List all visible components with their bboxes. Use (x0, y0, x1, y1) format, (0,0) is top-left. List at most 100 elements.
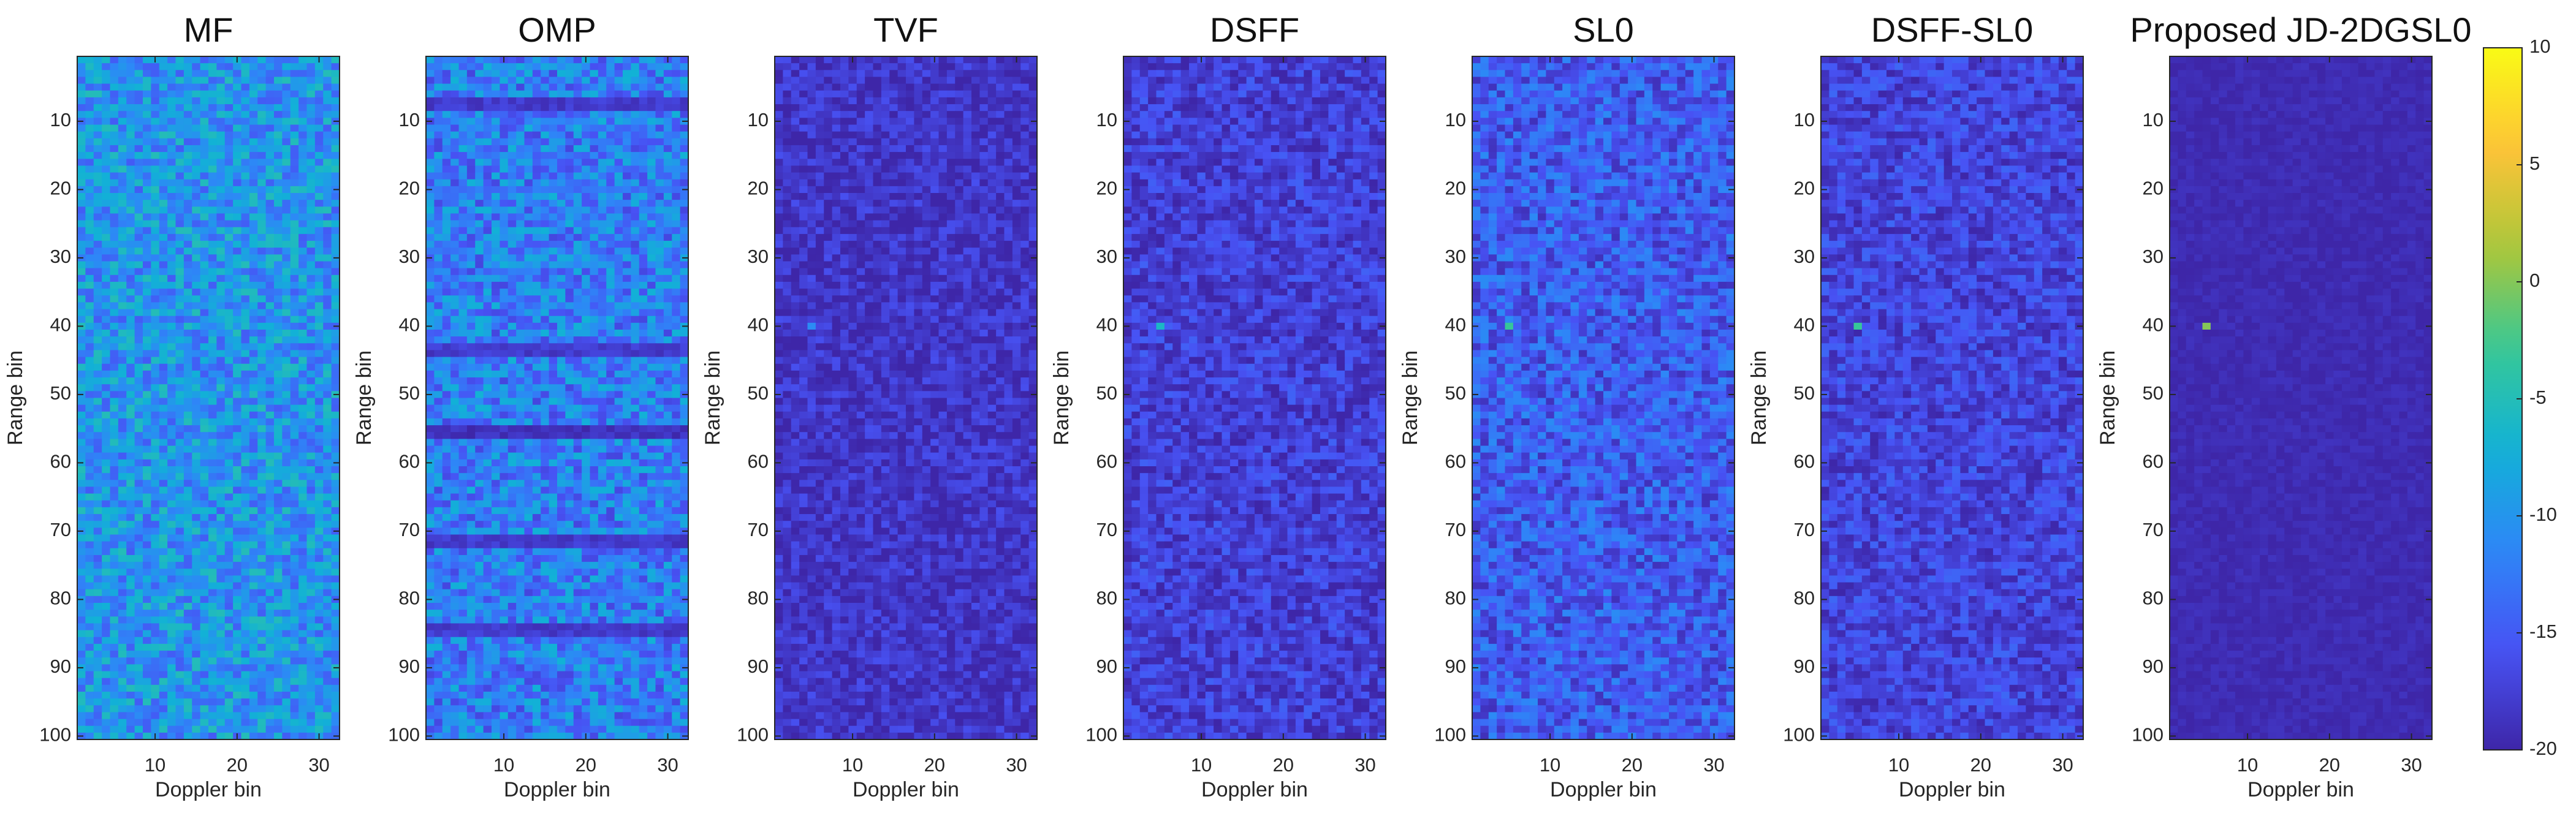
heatmap-cell (298, 732, 308, 740)
heatmap-cell (110, 220, 119, 228)
heatmap-cell (118, 268, 127, 276)
heatmap-cell (134, 691, 143, 699)
heatmap-cell (614, 83, 623, 91)
heatmap-cell (639, 131, 648, 139)
heatmap-cell (323, 541, 332, 549)
heatmap-cell (282, 684, 291, 692)
heatmap-cell (672, 206, 681, 214)
heatmap-cell (249, 411, 258, 419)
heatmap-cell (208, 671, 217, 679)
heatmap-cell (167, 732, 177, 740)
heatmap-cell (175, 554, 184, 562)
heatmap-cell (274, 411, 283, 419)
heatmap-cell (516, 186, 525, 194)
heatmap-cell (663, 131, 672, 139)
heatmap-cell (582, 274, 591, 282)
heatmap-cell (167, 391, 177, 399)
heatmap-cell (516, 248, 525, 255)
heatmap-cell (331, 213, 340, 221)
heatmap-cell (541, 152, 550, 159)
heatmap-cell (110, 534, 119, 542)
heatmap-cell (77, 83, 86, 91)
heatmap-cell (249, 569, 258, 576)
heatmap-cell (118, 411, 127, 419)
heatmap-cell (159, 118, 168, 126)
plot-frame (77, 56, 340, 740)
heatmap-cell (126, 541, 135, 549)
heatmap-cell (224, 77, 234, 85)
heatmap-cell (200, 322, 209, 330)
heatmap-cell (134, 159, 143, 166)
heatmap-cell (93, 295, 102, 303)
heatmap-cell (241, 104, 250, 112)
heatmap-cell (565, 83, 574, 91)
heatmap-cell (151, 651, 160, 658)
heatmap-cell (532, 261, 541, 269)
heatmap-cell (110, 657, 119, 665)
heatmap-cell (274, 562, 283, 569)
heatmap-cell (663, 220, 672, 228)
heatmap-cell (224, 534, 234, 542)
heatmap-cell (200, 432, 209, 439)
heatmap-cell (183, 630, 192, 638)
heatmap-cell (118, 302, 127, 310)
heatmap-cell (483, 268, 492, 276)
heatmap-cell (257, 589, 267, 597)
heatmap-cell (110, 439, 119, 447)
heatmap-cell (265, 712, 275, 720)
heatmap-cell (85, 63, 94, 70)
heatmap-cell (557, 322, 566, 330)
heatmap-cell (655, 165, 664, 173)
heatmap-cell (224, 562, 234, 569)
heatmap-cell (565, 418, 574, 426)
heatmap-cell (134, 452, 143, 460)
heatmap-cell (442, 309, 451, 317)
heatmap-cell (590, 165, 599, 173)
heatmap-cell (655, 193, 664, 200)
heatmap-cell (241, 159, 250, 166)
heatmap-cell (233, 514, 242, 521)
heatmap-cell (450, 193, 460, 200)
heatmap-cell (241, 569, 250, 576)
heatmap-cell (134, 534, 143, 542)
heatmap-cell (442, 411, 451, 419)
heatmap-cell (102, 596, 111, 603)
heatmap-cell (126, 124, 135, 132)
heatmap-cell (274, 534, 283, 542)
heatmap-cell (265, 425, 275, 433)
heatmap-cell (102, 404, 111, 412)
heatmap-cell (167, 357, 177, 365)
heatmap-cell (573, 248, 582, 255)
heatmap-cell (663, 336, 672, 344)
heatmap-cell (233, 63, 242, 70)
heatmap-cell (290, 418, 299, 426)
heatmap-cell (306, 357, 316, 365)
heatmap-cell (290, 377, 299, 385)
heatmap-cell (200, 623, 209, 631)
heatmap-cell (426, 70, 435, 78)
heatmap-cell (516, 261, 525, 269)
heatmap-cell (134, 77, 143, 85)
heatmap-cell (306, 610, 316, 617)
heatmap-cell (274, 145, 283, 153)
heatmap-cell (606, 261, 615, 269)
heatmap-cell (565, 357, 574, 365)
heatmap-cell (582, 357, 591, 365)
heatmap-cell (282, 63, 291, 70)
heatmap-cell (77, 425, 86, 433)
heatmap-cell (298, 227, 308, 235)
heatmap-cell (233, 616, 242, 624)
heatmap-cell (323, 363, 332, 371)
heatmap-cell (208, 295, 217, 303)
heatmap-cell (590, 213, 599, 221)
heatmap-cell (183, 302, 192, 310)
heatmap-cell (192, 554, 201, 562)
heatmap-cell (655, 56, 664, 64)
heatmap-cell (426, 274, 435, 282)
y-tick-label: 70 (50, 519, 71, 540)
heatmap-cell (323, 336, 332, 344)
heatmap-cell (298, 439, 308, 447)
heatmap-cell (134, 616, 143, 624)
heatmap-cell (85, 309, 94, 317)
heatmap-cell (282, 159, 291, 166)
